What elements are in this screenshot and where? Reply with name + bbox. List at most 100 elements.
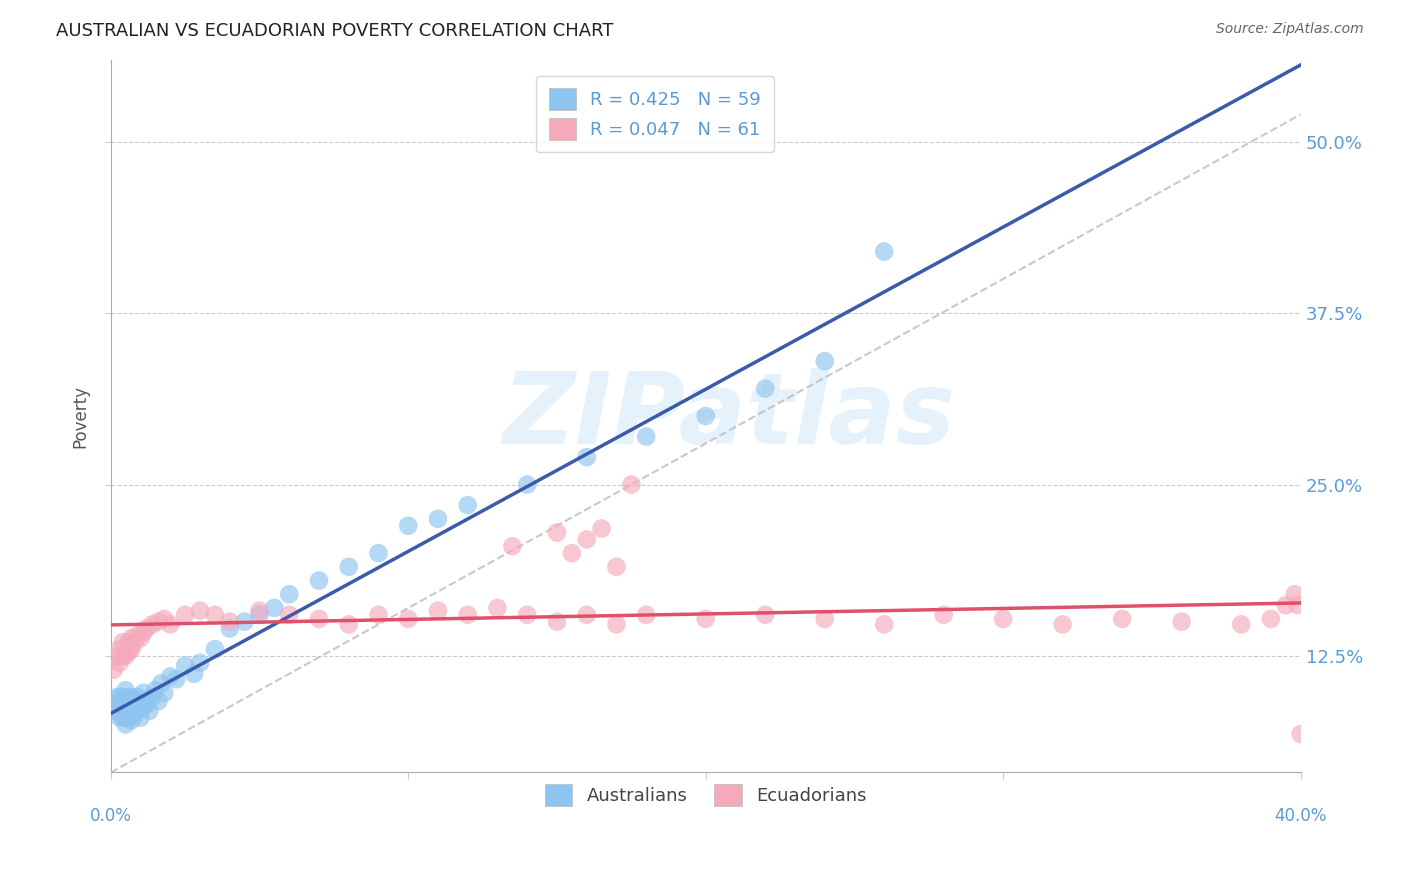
Point xyxy=(620,477,643,491)
Point xyxy=(754,607,776,622)
Point xyxy=(546,615,568,629)
Point xyxy=(111,697,134,711)
Point xyxy=(132,686,155,700)
Point xyxy=(129,631,152,645)
Point xyxy=(108,704,131,718)
Point xyxy=(695,612,717,626)
Point xyxy=(486,601,509,615)
Point xyxy=(278,587,301,601)
Point xyxy=(117,704,139,718)
Point xyxy=(159,617,181,632)
Point xyxy=(111,704,134,718)
Point xyxy=(138,704,160,718)
Point xyxy=(873,244,896,259)
Point xyxy=(1284,587,1306,601)
Point xyxy=(204,607,226,622)
Point xyxy=(117,690,139,704)
Point xyxy=(1170,615,1192,629)
Point xyxy=(111,635,134,649)
Point xyxy=(121,642,143,657)
Point xyxy=(873,617,896,632)
Point xyxy=(132,625,155,640)
Point xyxy=(114,717,136,731)
Point xyxy=(814,354,837,368)
Point xyxy=(141,617,163,632)
Point xyxy=(105,648,128,663)
Point xyxy=(695,409,717,423)
Point xyxy=(150,676,173,690)
Point xyxy=(148,615,170,629)
Point xyxy=(127,704,149,718)
Point xyxy=(591,521,613,535)
Point xyxy=(124,697,146,711)
Point xyxy=(367,546,389,560)
Point xyxy=(605,559,627,574)
Point xyxy=(457,607,479,622)
Point xyxy=(396,518,419,533)
Point xyxy=(754,382,776,396)
Point xyxy=(174,658,197,673)
Point xyxy=(103,704,125,718)
Point xyxy=(636,607,658,622)
Point xyxy=(367,607,389,622)
Point xyxy=(148,694,170,708)
Point xyxy=(108,642,131,657)
Point xyxy=(575,450,598,465)
Point xyxy=(153,686,176,700)
Point xyxy=(114,648,136,663)
Point xyxy=(135,622,157,636)
Point xyxy=(129,711,152,725)
Point xyxy=(575,533,598,547)
Point xyxy=(108,690,131,704)
Point xyxy=(117,635,139,649)
Point xyxy=(121,704,143,718)
Point xyxy=(114,697,136,711)
Point xyxy=(278,607,301,622)
Text: Source: ZipAtlas.com: Source: ZipAtlas.com xyxy=(1216,22,1364,37)
Point xyxy=(188,604,211,618)
Point xyxy=(108,656,131,670)
Point xyxy=(1260,612,1282,626)
Point xyxy=(1230,617,1253,632)
Point xyxy=(129,694,152,708)
Point xyxy=(249,607,271,622)
Point xyxy=(1274,598,1296,612)
Point xyxy=(516,477,538,491)
Point xyxy=(111,648,134,663)
Point xyxy=(204,642,226,657)
Point xyxy=(121,690,143,704)
Legend: Australians, Ecuadorians: Australians, Ecuadorians xyxy=(537,777,873,814)
Point xyxy=(457,498,479,512)
Point xyxy=(117,711,139,725)
Point xyxy=(1052,617,1074,632)
Point xyxy=(249,604,271,618)
Point xyxy=(188,656,211,670)
Point xyxy=(132,699,155,714)
Point xyxy=(814,612,837,626)
Point xyxy=(124,635,146,649)
Point xyxy=(114,683,136,698)
Point xyxy=(141,690,163,704)
Point xyxy=(124,707,146,722)
Point xyxy=(308,612,330,626)
Point xyxy=(337,559,360,574)
Point xyxy=(1111,612,1133,626)
Point xyxy=(427,604,450,618)
Point xyxy=(135,697,157,711)
Point xyxy=(153,612,176,626)
Point xyxy=(159,669,181,683)
Point xyxy=(165,672,187,686)
Point xyxy=(308,574,330,588)
Point xyxy=(105,697,128,711)
Point xyxy=(337,617,360,632)
Point xyxy=(218,615,240,629)
Point xyxy=(233,615,256,629)
Point xyxy=(127,690,149,704)
Point xyxy=(121,714,143,728)
Point xyxy=(636,429,658,443)
Text: 0.0%: 0.0% xyxy=(90,806,132,825)
Text: ZIPatlas: ZIPatlas xyxy=(503,368,956,465)
Point xyxy=(396,612,419,626)
Point xyxy=(103,663,125,677)
Point xyxy=(1286,598,1309,612)
